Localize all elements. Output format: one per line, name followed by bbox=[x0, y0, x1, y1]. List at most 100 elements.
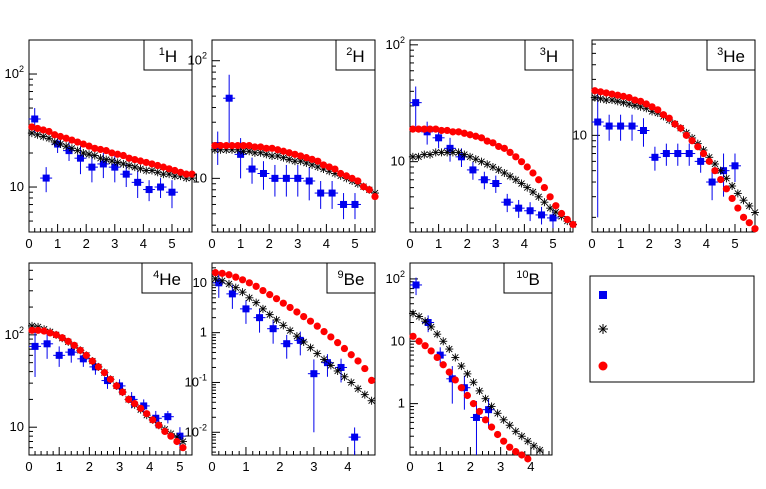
data-point bbox=[515, 204, 523, 212]
model-a-point bbox=[125, 161, 134, 170]
model-b-point bbox=[70, 341, 78, 349]
model-b-point bbox=[165, 165, 173, 173]
data-point bbox=[446, 144, 454, 152]
model-b-point bbox=[739, 213, 748, 221]
model-b-point bbox=[348, 174, 356, 182]
model-b-point bbox=[371, 192, 379, 201]
model-b-point bbox=[64, 337, 72, 345]
model-a-point bbox=[596, 94, 605, 103]
model-a-point bbox=[529, 441, 538, 450]
data-point bbox=[76, 154, 84, 162]
data-point bbox=[435, 134, 443, 142]
data-point bbox=[662, 150, 670, 158]
model-b-point bbox=[340, 344, 349, 353]
model-b-point bbox=[91, 144, 99, 152]
model-a-point bbox=[463, 369, 472, 378]
model-b-point bbox=[489, 139, 497, 147]
isotope-label-box bbox=[706, 39, 756, 71]
model-a-point bbox=[113, 158, 122, 167]
panel-3He: 0 1 2 3 4 5 10 3He bbox=[573, 39, 759, 251]
x-tick-label: 5 bbox=[176, 459, 183, 474]
model-a-point bbox=[500, 168, 509, 177]
model-b-point bbox=[517, 158, 526, 166]
model-b-point bbox=[421, 342, 429, 350]
data-point bbox=[310, 370, 318, 378]
model-b-point bbox=[671, 120, 679, 128]
x-tick-label: 3 bbox=[497, 459, 504, 474]
model-b-point bbox=[268, 144, 276, 152]
data-point bbox=[412, 99, 420, 107]
data-point bbox=[140, 402, 148, 410]
model-b-point bbox=[245, 279, 253, 287]
x-tick-label: 0 bbox=[208, 459, 215, 474]
model-b-point bbox=[85, 142, 93, 150]
model-b-point bbox=[308, 155, 316, 163]
model-b-point bbox=[540, 183, 549, 192]
model-b-point bbox=[512, 448, 520, 456]
data-point bbox=[283, 340, 291, 348]
model-b-point bbox=[251, 143, 259, 151]
data-point bbox=[731, 162, 739, 170]
isotope-label: 2H bbox=[346, 46, 364, 66]
data-point bbox=[269, 325, 277, 333]
series-model-B bbox=[28, 326, 187, 452]
model-a-point bbox=[252, 298, 261, 307]
model-b-point bbox=[722, 185, 731, 193]
x-tick-label: 5 bbox=[351, 236, 358, 251]
data-point bbox=[424, 319, 432, 327]
model-b-point bbox=[734, 204, 742, 212]
isotope-label-box bbox=[143, 39, 193, 71]
model-b-point bbox=[131, 400, 139, 408]
x-tick-label: 1 bbox=[54, 236, 61, 251]
model-b-point bbox=[39, 126, 47, 134]
model-a-point bbox=[313, 349, 322, 358]
model-b-point bbox=[327, 333, 335, 341]
model-a-point bbox=[33, 130, 42, 139]
model-b-point bbox=[642, 100, 650, 108]
data-point bbox=[351, 200, 359, 208]
model-b-point bbox=[648, 103, 656, 111]
model-b-point bbox=[688, 137, 696, 145]
model-b-point bbox=[74, 138, 82, 146]
model-b-point bbox=[337, 169, 345, 178]
model-a-point bbox=[50, 138, 59, 147]
model-b-point bbox=[52, 331, 60, 339]
model-b-point bbox=[415, 337, 423, 345]
panel-frame bbox=[28, 262, 193, 456]
model-b-point bbox=[234, 141, 242, 150]
model-b-point bbox=[211, 269, 219, 277]
series-model-B bbox=[211, 141, 379, 201]
data-point bbox=[351, 433, 359, 441]
model-a-point bbox=[722, 174, 731, 183]
model-b-point bbox=[222, 141, 230, 150]
model-b-point bbox=[619, 92, 628, 100]
model-b-point bbox=[475, 407, 484, 416]
model-a-point bbox=[733, 189, 742, 198]
model-b-point bbox=[512, 153, 520, 161]
model-a-point bbox=[85, 150, 94, 159]
model-b-point bbox=[460, 129, 468, 137]
data-point bbox=[697, 157, 705, 165]
model-a-point bbox=[451, 353, 460, 362]
legend-marker-model-a bbox=[598, 324, 608, 334]
model-b-point bbox=[705, 157, 713, 165]
model-a-point bbox=[285, 155, 294, 164]
data-point bbox=[215, 279, 223, 287]
panel-2H: 0 1 2 3 4 5 10 102 2H bbox=[188, 39, 379, 251]
model-a-point bbox=[218, 276, 227, 285]
model-b-point bbox=[252, 282, 260, 290]
model-b-point bbox=[347, 351, 355, 359]
x-tick-label: 2 bbox=[266, 236, 273, 251]
model-a-point bbox=[716, 166, 725, 175]
model-b-point bbox=[51, 131, 59, 139]
model-b-point bbox=[665, 114, 673, 122]
data-point bbox=[164, 413, 172, 421]
x-tick-label: 4 bbox=[323, 236, 330, 251]
model-b-point bbox=[469, 400, 478, 408]
model-b-point bbox=[409, 332, 417, 340]
x-tick-label: 4 bbox=[140, 236, 147, 251]
model-b-point bbox=[108, 149, 116, 157]
x-tick-label: 1 bbox=[237, 236, 244, 251]
